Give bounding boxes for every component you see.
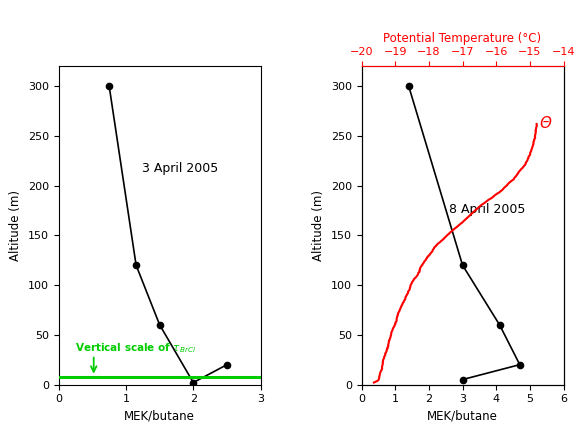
Text: Vertical scale of $\tau_{BrCl}$: Vertical scale of $\tau_{BrCl}$ [75,341,196,355]
Y-axis label: Altitude (m): Altitude (m) [312,190,325,261]
X-axis label: MEK/butane: MEK/butane [427,410,498,423]
Text: 8 April 2005: 8 April 2005 [448,203,525,216]
Text: Θ: Θ [540,116,552,131]
Y-axis label: Altitude (m): Altitude (m) [9,190,22,261]
X-axis label: Potential Temperature (°C): Potential Temperature (°C) [383,32,542,46]
X-axis label: MEK/butane: MEK/butane [124,410,195,423]
Text: 3 April 2005: 3 April 2005 [141,162,218,175]
